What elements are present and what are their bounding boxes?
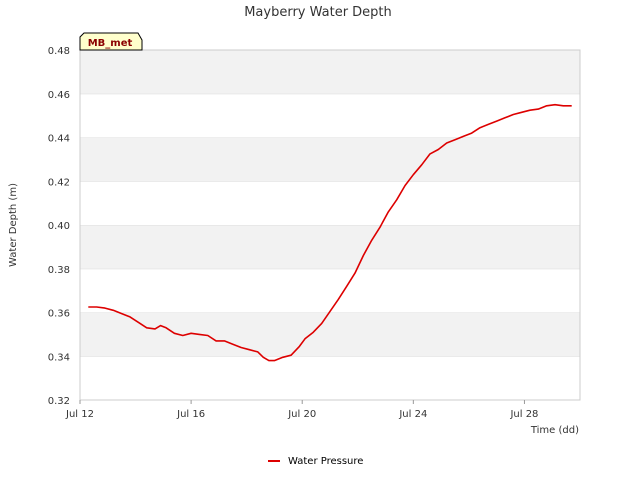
chart-title: Mayberry Water Depth [244, 5, 392, 20]
y-tick-label: 0.32 [48, 396, 70, 407]
grid-band [80, 137, 580, 182]
grid-band [80, 93, 580, 138]
x-axis-label: Time (dd) [530, 425, 579, 436]
grid-bands [80, 49, 580, 400]
station-tag: MB_met [79, 32, 143, 51]
y-tick-label: 0.38 [48, 265, 70, 276]
y-tick-label: 0.44 [48, 134, 70, 145]
grid-band [80, 50, 580, 94]
station-tag-box [79, 32, 143, 51]
grid-band [80, 312, 580, 357]
x-axis-ticks: Jul 12 Jul 16 Jul 20 Jul 24 Jul 28 [65, 400, 538, 420]
series-line-water-pressure [88, 103, 572, 362]
y-axis-label: Water Depth (m) [8, 183, 19, 267]
grid-band [80, 181, 580, 225]
y-tick-label: 0.36 [48, 309, 70, 320]
x-tick-label: Jul 28 [509, 409, 538, 420]
y-tick-label: 0.40 [48, 221, 70, 232]
x-tick-label: Jul 16 [176, 409, 205, 420]
grid-band [80, 356, 580, 400]
grid-band [80, 268, 580, 313]
x-tick-label: Jul 24 [398, 409, 427, 420]
y-axis-ticks: 0.32 0.34 0.36 0.38 0.40 0.42 0.44 0.46 0.48 [48, 46, 70, 407]
legend-label-water-pressure: Water Pressure [288, 456, 363, 467]
series-group [88, 103, 572, 362]
y-tick-label: 0.46 [48, 90, 70, 101]
y-tick-label: 0.48 [48, 46, 70, 57]
x-tick-label: Jul 12 [65, 409, 94, 420]
y-tick-label: 0.34 [48, 352, 70, 363]
grid-band [80, 225, 580, 269]
x-tick-label: Jul 20 [287, 409, 316, 420]
y-tick-label: 0.42 [48, 177, 70, 188]
station-tag-label: MB_met [88, 38, 133, 49]
plot-area-border [79, 49, 581, 401]
legend: Water Pressure [268, 456, 363, 467]
